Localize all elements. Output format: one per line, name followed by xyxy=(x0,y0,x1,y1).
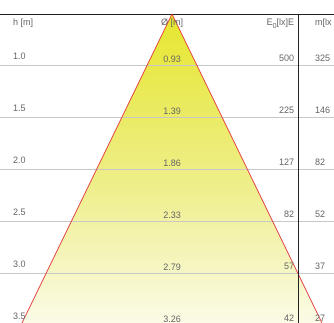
row-3-diameter: 1.86 xyxy=(163,158,181,168)
row-1-height: 1.0 xyxy=(13,51,26,61)
row-2-height: 1.5 xyxy=(13,103,26,113)
cone-edge-left xyxy=(21,13,173,323)
row-5-mean: 37 xyxy=(315,261,326,271)
row-1-illuminance: 500 xyxy=(278,53,294,63)
row-4-diameter: 2.33 xyxy=(163,210,181,220)
row-6-height: 3.5 xyxy=(13,311,26,321)
row-6-mean: 27 xyxy=(315,313,326,323)
row-4-height: 2.5 xyxy=(13,207,26,217)
header-diameter: Ø [m] xyxy=(161,17,183,27)
row-6-diameter: 3.26 xyxy=(163,314,181,323)
header-illuminance-base: E xyxy=(266,17,273,27)
row-6-illuminance: 42 xyxy=(283,313,294,323)
light-cone xyxy=(22,14,322,323)
cone-edge-right xyxy=(171,13,323,323)
header-illuminance-sub: 0 xyxy=(272,22,277,30)
header-mean: m[lx xyxy=(315,17,332,27)
row-5-diameter: 2.79 xyxy=(163,262,181,272)
row-1-mean: 325 xyxy=(315,53,331,63)
header-height: h [m] xyxy=(13,17,34,27)
row-1-diameter: 0.93 xyxy=(163,54,181,64)
row-2-mean: 146 xyxy=(315,105,331,115)
row-5-height: 3.0 xyxy=(13,259,26,269)
row-3-height: 2.0 xyxy=(13,155,26,165)
header-illuminance: E0[lx]E xyxy=(236,17,294,32)
row-2-illuminance: 225 xyxy=(278,105,294,115)
row-3-mean: 82 xyxy=(315,157,326,167)
row-3-illuminance: 127 xyxy=(278,157,294,167)
row-2-diameter: 1.39 xyxy=(163,106,181,116)
row-5-illuminance: 57 xyxy=(283,261,294,271)
row-4-mean: 52 xyxy=(315,209,326,219)
header-illuminance-tail: [lx]E xyxy=(276,17,294,27)
row-4-illuminance: 82 xyxy=(283,209,294,219)
